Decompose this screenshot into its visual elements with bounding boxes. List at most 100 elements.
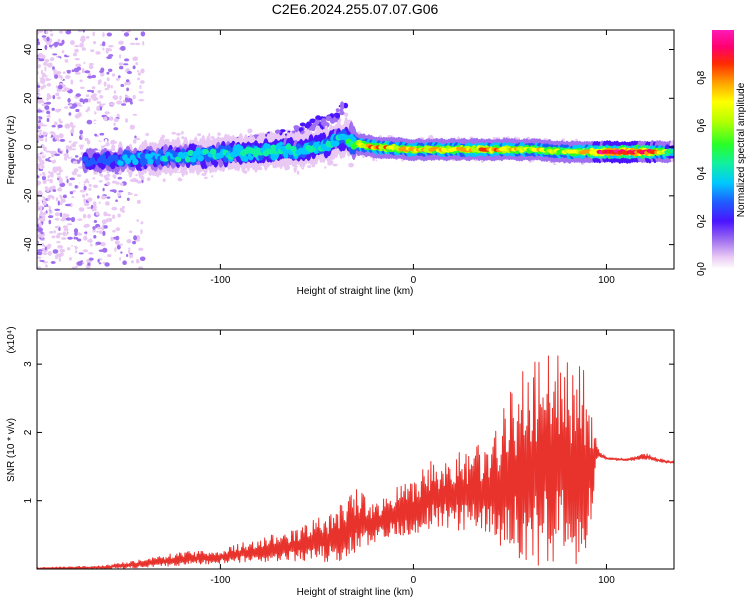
- noise-dot: [58, 42, 64, 46]
- noise-dot: [78, 144, 85, 148]
- noise-dot: [39, 260, 45, 262]
- ridge-dot: [285, 144, 292, 151]
- noise-dot: [57, 176, 62, 179]
- noise-dot: [71, 196, 75, 199]
- halo-dot: [203, 176, 208, 179]
- halo-dot: [208, 132, 211, 137]
- noise-dot: [37, 99, 43, 104]
- noise-dot: [78, 104, 83, 107]
- halo-dot: [92, 177, 96, 180]
- colorbar-label: Normalized spectral amplitude: [736, 82, 747, 217]
- noise-dot: [37, 249, 43, 253]
- noise-dot: [65, 233, 68, 236]
- noise-dot: [123, 63, 129, 66]
- noise-dot: [57, 36, 61, 39]
- noise-dot: [39, 138, 44, 142]
- branch-dot: [315, 115, 321, 121]
- noise-dot: [77, 112, 82, 118]
- spectrogram-ticks: -100 0 100 40 20 0 -20 -40: [23, 30, 674, 286]
- noise-dot: [101, 195, 107, 200]
- noise-dot: [125, 53, 132, 58]
- noise-dot: [138, 247, 144, 251]
- noise-dot: [59, 151, 62, 154]
- noise-dot: [57, 84, 63, 90]
- noise-dot: [37, 125, 41, 130]
- noise-dot: [61, 237, 67, 240]
- noise-dot: [37, 41, 41, 46]
- y-tick-label: -40: [23, 237, 34, 252]
- noise-dot: [61, 216, 66, 220]
- noise-dot: [113, 90, 117, 94]
- noise-dot: [102, 47, 105, 51]
- halo-dot: [294, 165, 298, 168]
- noise-dot: [37, 175, 40, 179]
- noise-dot: [110, 85, 113, 89]
- noise-dot: [45, 30, 49, 35]
- noise-dot: [42, 178, 47, 184]
- snr-marks: [37, 355, 674, 569]
- noise-dot: [45, 137, 48, 143]
- noise-dot: [37, 256, 42, 259]
- noise-dot: [116, 244, 121, 250]
- colorbar-tick-label: 0.6: [696, 118, 707, 132]
- noise-dot: [93, 235, 97, 239]
- halo-dot: [248, 128, 251, 134]
- halo-dot: [162, 178, 166, 183]
- noise-dot: [78, 252, 84, 255]
- ridge-dot: [669, 149, 674, 153]
- noise-dot: [57, 138, 60, 142]
- noise-dot: [50, 33, 54, 37]
- noise-dot: [127, 70, 132, 75]
- noise-dot: [106, 32, 113, 37]
- noise-dot: [134, 193, 138, 197]
- noise-dot: [83, 61, 86, 65]
- noise-dot: [90, 243, 93, 247]
- noise-dot: [120, 251, 123, 254]
- noise-dot: [132, 139, 137, 144]
- noise-dot: [65, 203, 71, 207]
- branch-dot: [325, 115, 332, 122]
- halo-dot: [241, 131, 246, 134]
- noise-dot: [67, 229, 71, 233]
- halo-dot: [106, 181, 111, 186]
- noise-dot: [37, 85, 41, 88]
- noise-dot: [113, 122, 116, 126]
- noise-dot: [42, 36, 47, 41]
- noise-dot: [81, 47, 87, 51]
- noise-dot: [140, 68, 145, 74]
- noise-dot: [87, 197, 93, 202]
- noise-dot: [55, 197, 59, 202]
- x-tick-label: 100: [598, 575, 615, 586]
- noise-dot: [139, 84, 142, 90]
- snr-scale-label: (x10⁴): [6, 326, 17, 353]
- ridge-dot: [210, 148, 217, 155]
- noise-dot: [140, 80, 145, 84]
- halo-dot: [84, 137, 89, 142]
- noise-dot: [104, 236, 111, 242]
- noise-dot: [120, 45, 126, 51]
- noise-dot: [132, 240, 137, 245]
- noise-dot: [114, 240, 120, 245]
- noise-dot: [64, 34, 70, 39]
- noise-dot: [40, 79, 46, 84]
- noise-dot: [137, 251, 142, 255]
- noise-dot: [77, 218, 83, 221]
- noise-dot: [90, 94, 97, 100]
- snr-frame: [36, 329, 675, 570]
- noise-dot: [82, 100, 85, 104]
- ridge-dot: [147, 158, 154, 165]
- noise-dot: [37, 217, 40, 222]
- branch-dot: [311, 125, 316, 132]
- noise-dot: [93, 56, 97, 59]
- noise-dot: [84, 70, 91, 74]
- branch-dot: [340, 104, 345, 110]
- noise-dot: [46, 227, 53, 232]
- noise-dot: [112, 174, 116, 178]
- noise-dot: [142, 41, 145, 46]
- noise-dot: [121, 209, 125, 213]
- noise-dot: [88, 252, 94, 255]
- noise-dot: [75, 155, 79, 158]
- noise-dot: [39, 131, 42, 137]
- noise-dot: [40, 234, 45, 239]
